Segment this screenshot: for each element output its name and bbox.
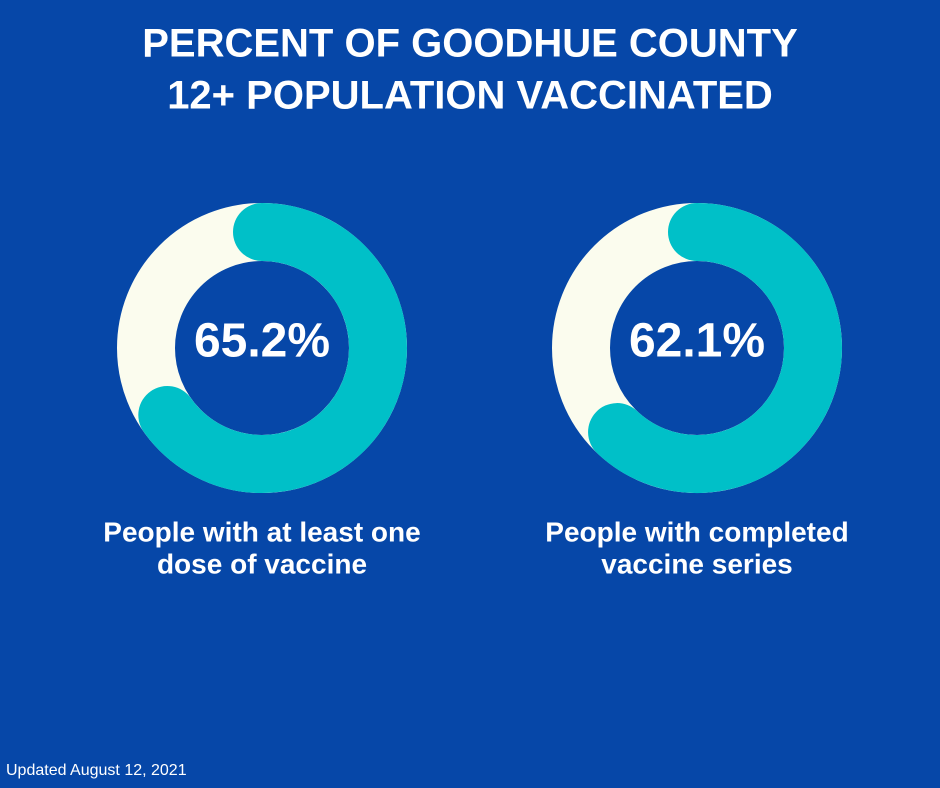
chart-label: dose of vaccine — [157, 548, 367, 579]
donut-arc — [588, 203, 842, 493]
chart-label: People with at least one — [103, 516, 420, 547]
title-line: 12+ POPULATION VACCINATED — [167, 74, 773, 118]
chart-label: vaccine series — [601, 548, 793, 579]
chart-label: People with completed — [545, 516, 848, 547]
donut-arc — [138, 203, 407, 493]
value-label: 62.1% — [629, 315, 765, 368]
value-label: 65.2% — [194, 315, 330, 368]
footer: Updated August 12, 2021 — [6, 762, 187, 779]
title-line: PERCENT OF GOODHUE COUNTY — [142, 22, 798, 66]
